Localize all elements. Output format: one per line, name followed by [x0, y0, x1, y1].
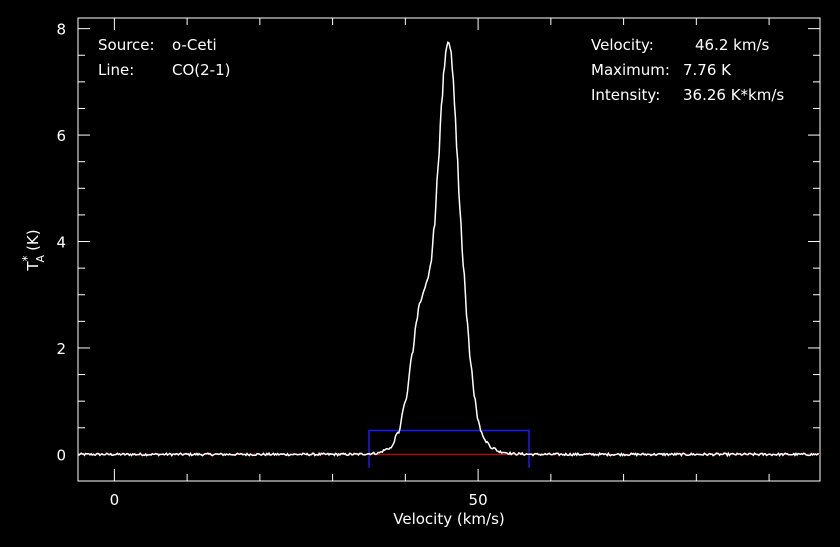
y-tick-label: 0: [56, 446, 66, 464]
source-value: o-Ceti: [172, 36, 217, 54]
maximum-label: Maximum:: [591, 61, 670, 79]
maximum-value: 7.76 K: [683, 61, 732, 79]
y-axis-label-main: T: [24, 261, 42, 272]
y-axis-label-sup: *: [20, 255, 34, 261]
plot-frame: [77, 17, 821, 482]
y-tick-label: 2: [56, 340, 66, 358]
y-tick-label: 6: [56, 127, 66, 145]
intensity-label: Intensity:: [591, 86, 660, 104]
y-axis-label-unit: (K): [24, 229, 42, 251]
tick-labels: 0 50 0 2 4 6 8: [56, 21, 487, 509]
intensity-value: 36.26 K*km/s: [683, 86, 784, 104]
velocity-label: Velocity:: [591, 36, 654, 54]
svg-text:T*A(K): T*A (K): [20, 229, 47, 271]
source-label: Source:: [98, 36, 155, 54]
line-value: CO(2-1): [172, 61, 230, 79]
integration-window-box: [368, 429, 530, 468]
line-label: Line:: [98, 61, 134, 79]
y-tick-label: 4: [56, 234, 66, 252]
velocity-value: 46.2 km/s: [695, 36, 770, 54]
x-tick-label: 50: [469, 491, 488, 509]
x-axis-label: Velocity (km/s): [393, 510, 504, 528]
x-tick-label: 0: [110, 491, 120, 509]
y-axis-label-sub: A: [34, 254, 47, 262]
y-axis-label: T*A (K): [20, 229, 47, 271]
spectrum-line: [77, 41, 820, 458]
y-tick-label: 8: [56, 21, 66, 39]
